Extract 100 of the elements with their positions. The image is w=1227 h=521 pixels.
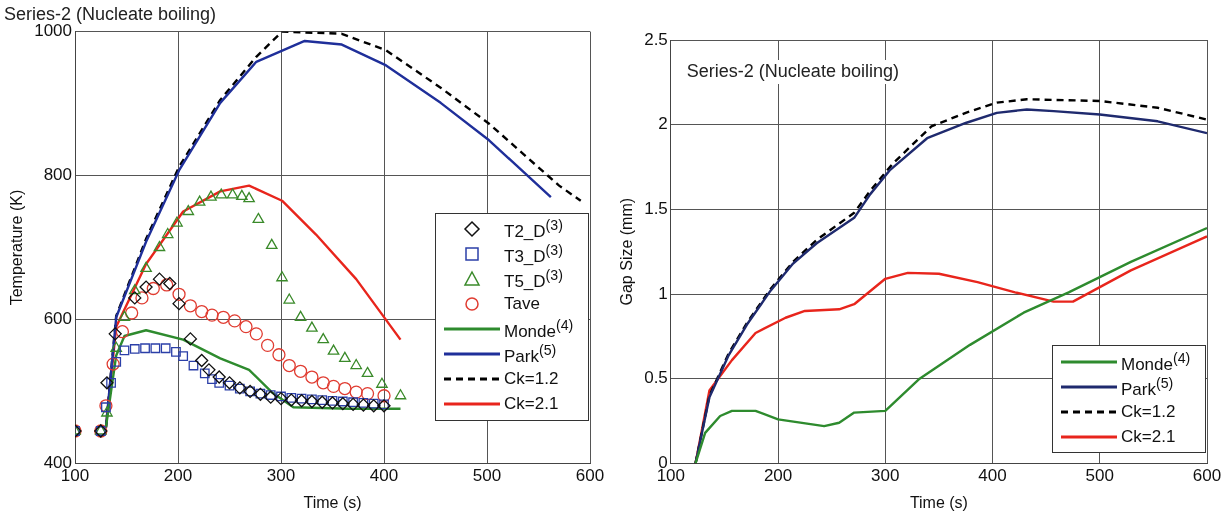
point [216, 310, 230, 324]
point [317, 332, 330, 344]
point [161, 227, 174, 239]
point [296, 393, 307, 404]
point [153, 240, 166, 252]
point [264, 390, 278, 404]
legend-label: Ck=1.2 [1121, 401, 1177, 422]
x-tick-label: 600 [575, 466, 605, 486]
point [249, 327, 263, 341]
point [226, 188, 239, 199]
point [394, 389, 407, 400]
y-tick-label: 1.5 [644, 199, 668, 219]
point [236, 189, 248, 201]
point [140, 343, 150, 354]
x-tick-label: 600 [1192, 466, 1222, 486]
point [135, 291, 149, 305]
point [265, 238, 278, 249]
point [119, 345, 130, 356]
point [125, 306, 139, 320]
legend-label: T3_D$^{(3)}$ [504, 242, 564, 267]
point [276, 271, 288, 282]
point [361, 366, 374, 378]
x-tick-label: 300 [871, 466, 900, 486]
point [307, 394, 317, 405]
point [377, 389, 391, 403]
y-tick-label: 800 [43, 165, 73, 185]
point [205, 190, 217, 201]
point [346, 397, 360, 412]
point [199, 368, 210, 379]
point [195, 353, 209, 368]
point [115, 325, 130, 339]
point [152, 272, 167, 286]
point [327, 395, 338, 406]
legend-label: Ck=2.1 [504, 394, 560, 415]
point [106, 357, 120, 371]
point [283, 293, 296, 304]
x-tick-label: 400 [978, 466, 1007, 486]
point [356, 398, 371, 412]
point [358, 398, 369, 408]
point [100, 376, 114, 390]
point [282, 358, 296, 373]
point [171, 346, 181, 357]
point [305, 370, 319, 384]
point [182, 204, 195, 216]
y-axis-title: Temperature (K) [8, 189, 26, 306]
point [212, 370, 226, 384]
point [222, 376, 237, 390]
point [293, 364, 308, 378]
y-tick-label: 2.5 [644, 29, 668, 49]
point [171, 216, 183, 227]
point [348, 397, 358, 408]
point [139, 280, 153, 294]
point [276, 391, 286, 402]
point [128, 284, 141, 295]
point [243, 191, 255, 203]
point [336, 397, 350, 411]
point [339, 351, 351, 362]
x-tick-label: 500 [1085, 466, 1114, 486]
point [172, 287, 186, 301]
point [128, 291, 142, 305]
y-tick-label: 0.5 [644, 368, 668, 388]
point [306, 321, 318, 332]
point [337, 396, 348, 407]
y-axis-title: Gap Size (mm) [618, 197, 636, 306]
x-tick-label: 200 [163, 466, 193, 486]
point [183, 299, 198, 313]
y-tick-label: 600 [43, 309, 73, 329]
point [150, 343, 161, 354]
point [215, 188, 228, 199]
point [284, 393, 298, 407]
point [317, 395, 328, 405]
point [286, 393, 297, 403]
x-tick-label: 300 [266, 466, 296, 486]
point [315, 395, 329, 409]
point [360, 386, 375, 401]
point [140, 261, 152, 273]
point [326, 379, 341, 394]
point [305, 394, 319, 409]
point [316, 376, 330, 390]
point [118, 310, 131, 321]
point [274, 391, 288, 406]
point [146, 281, 160, 296]
point [205, 308, 219, 322]
point [228, 314, 242, 328]
point [368, 398, 379, 409]
legend-label: Tave [504, 294, 541, 315]
legend-label: Park$^{(5)}$ [1121, 374, 1175, 400]
point [239, 320, 253, 334]
point [106, 377, 116, 388]
point [338, 381, 352, 396]
chart-title: Series-2 (Nucleate boiling) [4, 3, 217, 24]
point [183, 332, 198, 346]
point [349, 385, 363, 399]
point [327, 344, 340, 355]
point [160, 343, 171, 354]
point [214, 377, 225, 388]
x-tick-label: 200 [763, 466, 793, 486]
point [101, 406, 113, 417]
point [294, 394, 309, 408]
point [272, 348, 286, 362]
